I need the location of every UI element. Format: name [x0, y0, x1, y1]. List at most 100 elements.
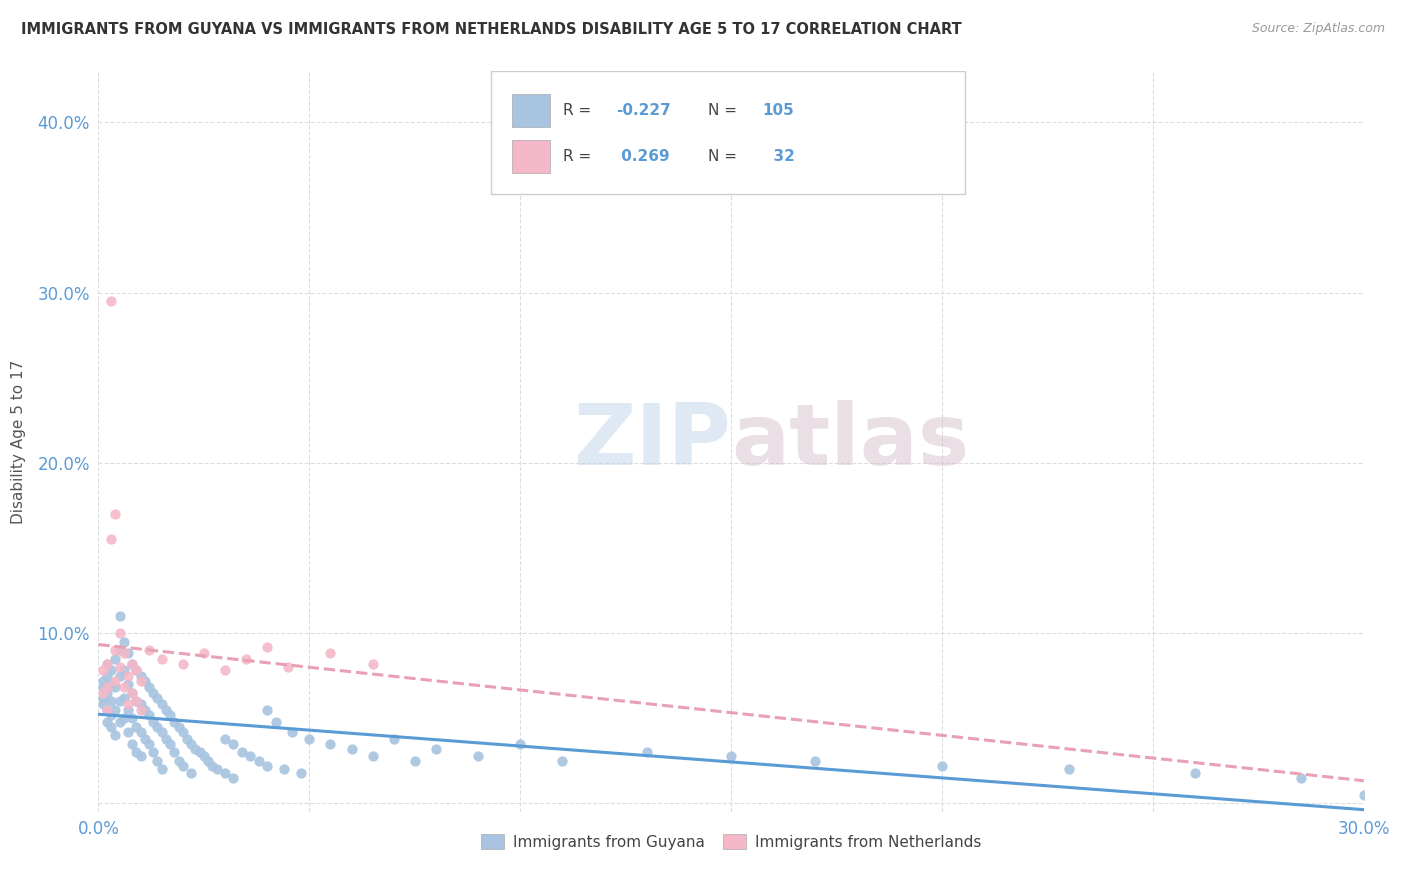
Point [256, 703, 278, 717]
Point [129, 748, 152, 763]
Point [96, 657, 118, 671]
Point [117, 703, 139, 717]
Point [931, 758, 953, 772]
Point [108, 694, 131, 708]
Point [150, 724, 173, 739]
Point [222, 771, 245, 785]
Point [150, 651, 173, 665]
Point [180, 765, 202, 780]
Point [239, 748, 262, 763]
Point [167, 720, 190, 734]
Text: IMMIGRANTS FROM GUYANA VS IMMIGRANTS FROM NETHERLANDS DISABILITY AGE 5 TO 17 COR: IMMIGRANTS FROM GUYANA VS IMMIGRANTS FRO… [21, 22, 962, 37]
Point [172, 758, 194, 772]
Point [256, 758, 278, 772]
Point [121, 685, 143, 699]
Point [96, 703, 118, 717]
Point [96, 685, 118, 699]
Point [720, 748, 742, 763]
Point [134, 731, 156, 746]
Point [117, 724, 139, 739]
Point [176, 731, 198, 746]
Point [235, 651, 257, 665]
Point [1184, 765, 1206, 780]
Point [180, 737, 202, 751]
Point [91, 681, 114, 695]
Point [104, 728, 127, 742]
Point [112, 690, 135, 705]
Point [172, 657, 194, 671]
Point [146, 754, 169, 768]
Point [205, 762, 228, 776]
Point [319, 737, 342, 751]
Point [150, 698, 173, 712]
Point [509, 737, 531, 751]
Point [100, 677, 122, 691]
Text: R =: R = [562, 149, 600, 164]
Point [104, 507, 127, 521]
Point [138, 681, 160, 695]
Point [290, 765, 312, 780]
Point [142, 745, 165, 759]
Point [146, 690, 169, 705]
Point [138, 737, 160, 751]
Point [340, 741, 363, 756]
Point [201, 758, 224, 772]
Point [361, 748, 384, 763]
Point [804, 754, 827, 768]
Point [125, 745, 148, 759]
Point [247, 754, 270, 768]
Point [467, 748, 489, 763]
Text: ZIP: ZIP [574, 400, 731, 483]
Point [117, 668, 139, 682]
Point [273, 762, 295, 776]
Point [108, 626, 131, 640]
Point [636, 745, 658, 759]
Point [188, 745, 211, 759]
Point [129, 724, 152, 739]
Point [117, 698, 139, 712]
Point [100, 707, 122, 722]
Point [146, 720, 169, 734]
Point [100, 533, 122, 547]
Point [404, 754, 426, 768]
Text: 32: 32 [762, 149, 794, 164]
Text: R =: R = [562, 103, 596, 118]
Point [96, 681, 118, 695]
Point [193, 647, 215, 661]
Point [100, 664, 122, 678]
Point [1289, 771, 1312, 785]
Text: Source: ZipAtlas.com: Source: ZipAtlas.com [1251, 22, 1385, 36]
Point [214, 765, 236, 780]
Point [172, 724, 194, 739]
Point [256, 640, 278, 654]
Point [91, 673, 114, 688]
Point [214, 731, 236, 746]
Point [121, 737, 143, 751]
Point [425, 741, 447, 756]
Point [319, 647, 342, 661]
Point [197, 754, 219, 768]
Point [150, 762, 173, 776]
Y-axis label: Disability Age 5 to 17: Disability Age 5 to 17 [11, 359, 27, 524]
Point [361, 657, 384, 671]
Point [281, 724, 304, 739]
Point [117, 677, 139, 691]
Point [551, 754, 574, 768]
Point [167, 754, 190, 768]
Point [298, 731, 321, 746]
Point [125, 720, 148, 734]
FancyBboxPatch shape [512, 140, 550, 173]
Point [155, 731, 177, 746]
Point [104, 673, 127, 688]
Point [1353, 788, 1375, 802]
Point [121, 657, 143, 671]
Text: N =: N = [709, 149, 742, 164]
FancyBboxPatch shape [491, 71, 966, 194]
Point [121, 685, 143, 699]
Point [91, 698, 114, 712]
Point [96, 714, 118, 729]
Point [121, 711, 143, 725]
Point [1057, 762, 1080, 776]
Point [184, 741, 207, 756]
Point [117, 647, 139, 661]
